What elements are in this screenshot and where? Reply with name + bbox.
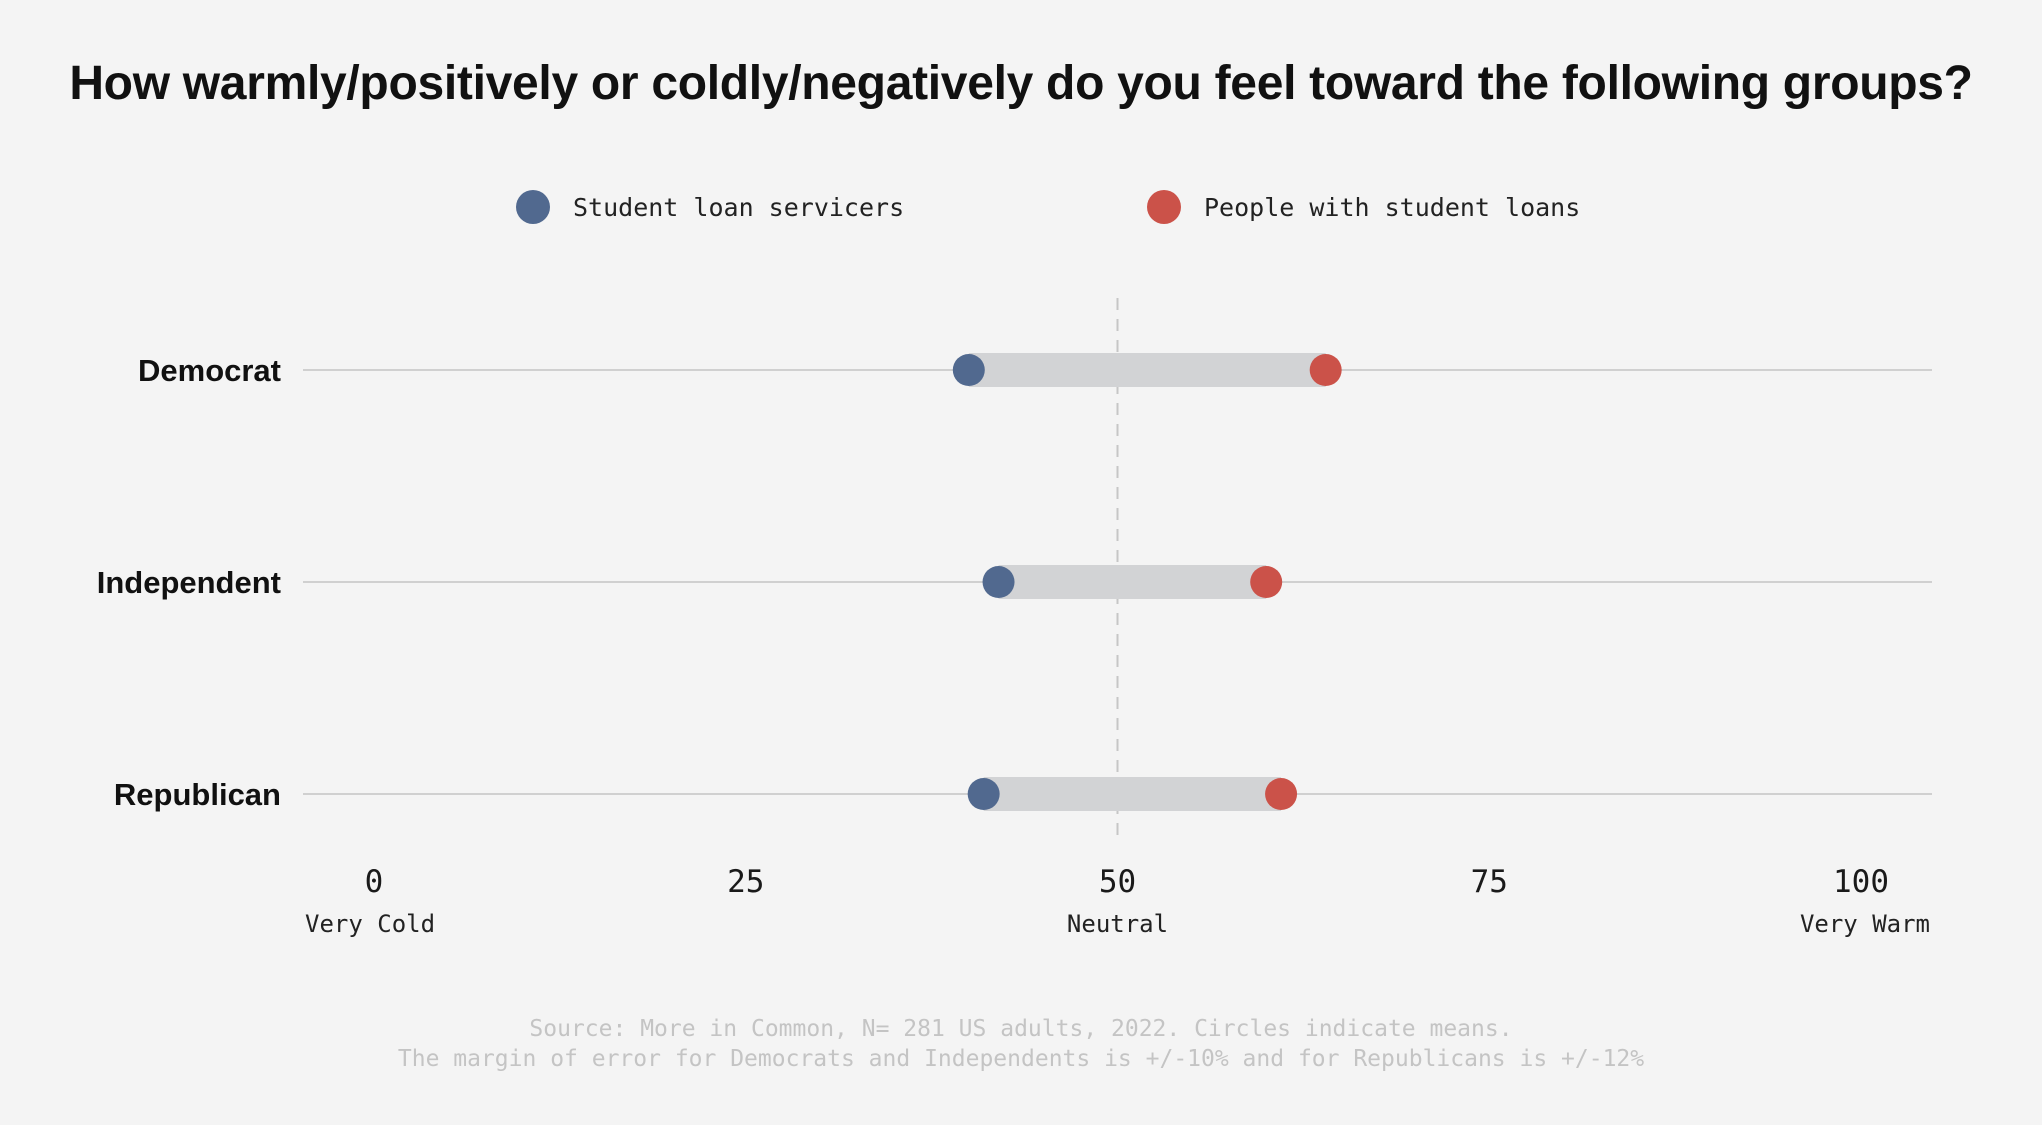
dot-borrowers-independent [1250, 566, 1283, 598]
dot-borrowers-democrat [1309, 354, 1342, 386]
dot-servicers-democrat [952, 354, 985, 386]
dot-servicers-independent [982, 566, 1015, 598]
mean-dots [952, 354, 1342, 810]
range-bar-democrat [968, 353, 1326, 387]
category-labels: Democrat Independent Republican [97, 353, 281, 812]
category-label-independent: Independent [97, 565, 281, 600]
x-anchor-label-3: Very Warm [1800, 910, 1930, 938]
source-note: Source: More in Common, N= 281 US adults… [0, 1014, 2042, 1074]
legend-label-1: Student loan servicers [573, 193, 904, 222]
source-line-2: The margin of error for Democrats and In… [397, 1046, 1645, 1072]
category-label-democrat: Democrat [138, 353, 281, 388]
dot-borrowers-republican [1265, 778, 1298, 810]
range-bar-republican [983, 777, 1282, 811]
category-label-republican: Republican [114, 777, 281, 812]
range-bar-independent [998, 565, 1267, 599]
x-tick-label-100: 100 [1833, 864, 1889, 900]
x-tick-label-0: 0 [365, 864, 384, 900]
x-tick-label-75: 75 [1471, 864, 1508, 900]
legend: Student loan servicers People with studen… [516, 190, 1580, 224]
chart-title: How warmly/positively or coldly/negative… [69, 57, 1973, 110]
x-anchor-label-2: Neutral [1067, 910, 1168, 938]
source-line-1: Source: More in Common, N= 281 US adults… [529, 1016, 1513, 1042]
x-axis: 0 25 50 75 100 Very Cold Neutral Very Warm [305, 864, 1930, 938]
x-tick-label-50: 50 [1099, 864, 1136, 900]
x-anchor-label-1: Very Cold [305, 910, 435, 938]
legend-swatch-2 [1147, 190, 1181, 224]
dot-servicers-republican [967, 778, 1000, 810]
range-bars [968, 353, 1326, 811]
legend-swatch-1 [516, 190, 550, 224]
legend-label-2: People with student loans [1204, 193, 1580, 222]
x-tick-label-25: 25 [727, 864, 764, 900]
